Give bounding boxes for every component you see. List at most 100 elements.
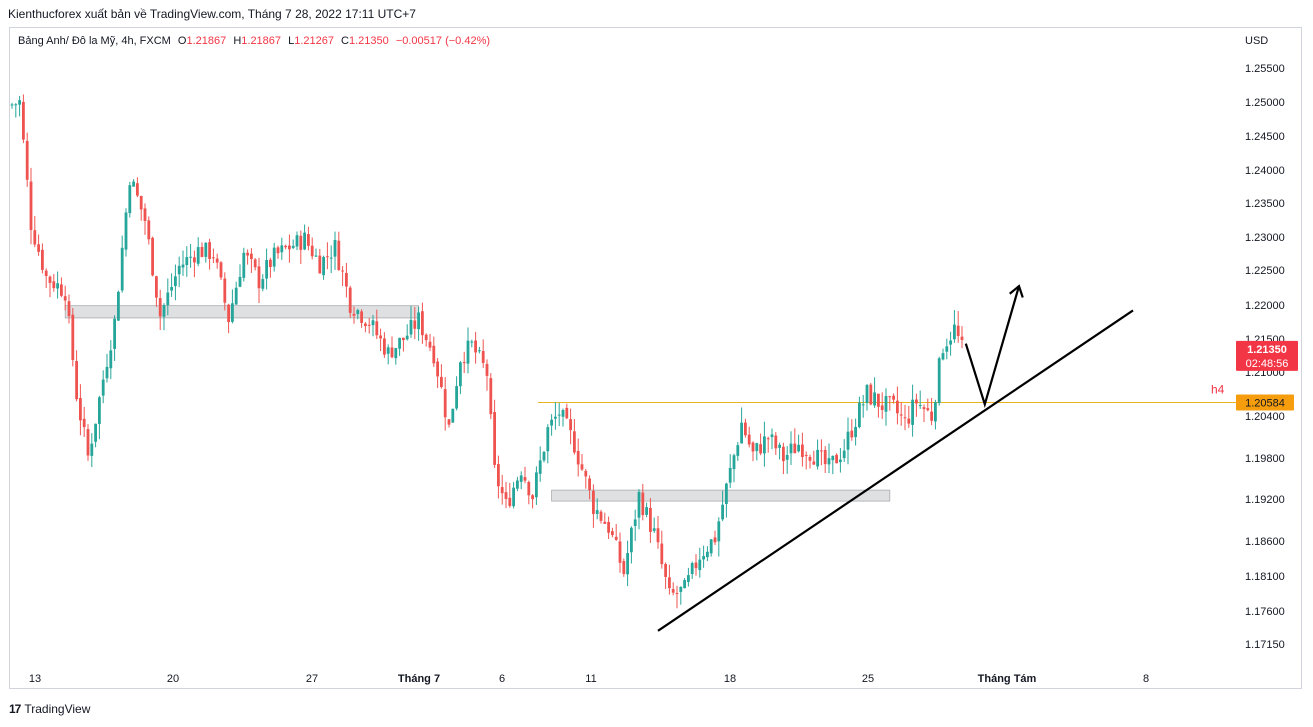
candle-body bbox=[557, 414, 561, 416]
y-tick-label: 1.17600 bbox=[1245, 606, 1285, 618]
candle-body bbox=[725, 483, 728, 504]
candle-body bbox=[257, 266, 261, 289]
candle-body bbox=[930, 411, 933, 421]
candle-body bbox=[801, 444, 804, 458]
candle-body bbox=[79, 398, 82, 421]
candle-body bbox=[888, 396, 892, 398]
candle-body bbox=[109, 350, 113, 369]
candle-body bbox=[861, 404, 865, 406]
candle-body bbox=[82, 418, 86, 428]
candle-body bbox=[71, 314, 75, 361]
candle-body bbox=[546, 427, 550, 452]
y-tick-label: 1.17150 bbox=[1245, 639, 1285, 651]
y-tick-label: 1.25500 bbox=[1245, 63, 1285, 75]
candle-body bbox=[493, 412, 496, 465]
candle-body bbox=[812, 461, 816, 465]
candle-body bbox=[113, 318, 116, 349]
candle-body bbox=[390, 347, 394, 358]
candle-body bbox=[33, 230, 37, 245]
candle-body bbox=[880, 405, 884, 410]
candle-body bbox=[713, 537, 717, 543]
candle-body bbox=[949, 340, 952, 345]
candle-body bbox=[896, 400, 899, 414]
candle-body bbox=[481, 350, 485, 363]
candle-body bbox=[177, 265, 181, 275]
candle-body bbox=[592, 490, 595, 514]
candle-body bbox=[242, 252, 246, 278]
candle-body bbox=[630, 527, 633, 553]
x-tick-label: 11 bbox=[585, 673, 596, 685]
candle-body bbox=[120, 247, 124, 291]
candle-body bbox=[774, 435, 778, 449]
candle-body bbox=[538, 460, 542, 474]
candle-body bbox=[29, 181, 33, 231]
low-value: 1.21267 bbox=[294, 35, 334, 47]
candle-body bbox=[231, 303, 234, 322]
arrow-head bbox=[1009, 284, 1024, 298]
candle-body bbox=[580, 464, 584, 470]
candle-body bbox=[291, 245, 295, 248]
x-tick-label: 27 bbox=[306, 673, 318, 685]
candle-body bbox=[516, 480, 519, 489]
candle-body bbox=[428, 341, 432, 348]
candle-body bbox=[162, 305, 166, 317]
candle-body bbox=[618, 541, 622, 563]
candle-body bbox=[234, 287, 238, 305]
candle-body bbox=[341, 270, 344, 272]
candle-body bbox=[280, 245, 284, 253]
candle-body bbox=[189, 256, 192, 258]
last-price-value: 1.21350 bbox=[1247, 344, 1287, 356]
x-tick-label: 25 bbox=[862, 673, 874, 685]
candle-body bbox=[504, 492, 508, 499]
candle-body bbox=[128, 185, 132, 214]
change-value: −0.00517 (−0.42%) bbox=[395, 35, 491, 47]
candle-body bbox=[288, 245, 291, 250]
candle-body bbox=[656, 528, 660, 543]
tradingview-brand: TradingView bbox=[24, 702, 91, 716]
candle-body bbox=[763, 436, 766, 454]
candle-body bbox=[728, 467, 732, 483]
candle-body bbox=[858, 402, 861, 428]
y-tick-label: 1.24000 bbox=[1245, 165, 1285, 177]
y-tick-label: 1.20400 bbox=[1245, 411, 1285, 423]
candle-body bbox=[489, 378, 493, 415]
last-price-badge bbox=[1236, 340, 1298, 371]
candle-body bbox=[48, 276, 52, 283]
candle-body bbox=[588, 478, 591, 491]
candle-body bbox=[383, 338, 386, 355]
candle-body bbox=[892, 395, 895, 400]
candle-body bbox=[56, 283, 59, 289]
candle-body bbox=[652, 528, 656, 531]
close-label: C bbox=[341, 35, 349, 47]
candle-body bbox=[443, 389, 447, 418]
candle-body bbox=[523, 477, 527, 481]
candle-body bbox=[873, 392, 876, 406]
candle-body bbox=[60, 284, 63, 296]
candle-body bbox=[166, 292, 170, 306]
candle-body bbox=[284, 245, 287, 248]
candle-body bbox=[709, 539, 713, 554]
candle-body bbox=[668, 577, 671, 589]
candle-body bbox=[804, 455, 808, 457]
candle-body bbox=[41, 249, 44, 270]
symbol-title[interactable]: Bảng Anh/ Đô la Mỹ, 4h, FXCM bbox=[18, 35, 171, 47]
candle-body bbox=[314, 255, 318, 257]
candle-body bbox=[911, 399, 914, 425]
candle-body bbox=[124, 212, 128, 250]
candle-body bbox=[595, 510, 599, 514]
candle-body bbox=[86, 429, 90, 456]
candle-body bbox=[884, 396, 888, 412]
candle-body bbox=[744, 422, 747, 436]
candle-body bbox=[22, 101, 25, 140]
candle-body bbox=[326, 256, 329, 258]
candle-body bbox=[196, 247, 200, 264]
candle-body bbox=[835, 454, 838, 464]
candle-body bbox=[98, 397, 101, 424]
candle-body bbox=[649, 507, 652, 532]
candle-body bbox=[732, 455, 736, 470]
candle-body bbox=[459, 362, 462, 387]
candle-body bbox=[478, 350, 481, 352]
candle-body bbox=[462, 362, 466, 364]
candle-body bbox=[960, 336, 964, 341]
